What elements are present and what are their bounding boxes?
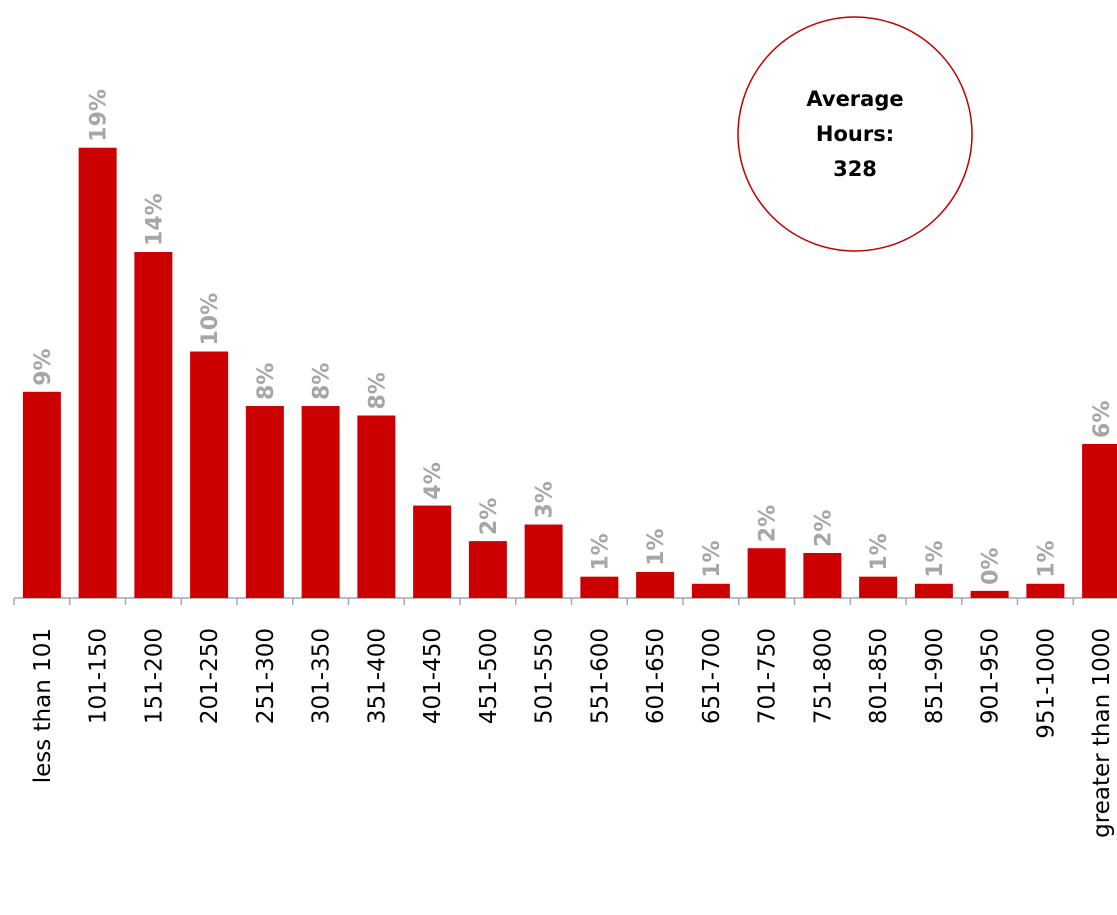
bar [970,590,1009,598]
bar [636,571,675,598]
bar [78,147,117,598]
x-tick-label: 151-200 [141,628,167,724]
bar [691,583,730,598]
x-tick-label: less than 101 [30,628,56,783]
value-label: 8% [254,363,279,400]
value-label: 0% [979,548,1004,585]
bar [524,524,563,598]
x-tick-label: 301-350 [309,628,335,724]
x-tick-label: 851-900 [922,628,948,724]
x-tick-label: 551-600 [587,628,613,724]
bar [1082,443,1117,598]
x-tick-label: 401-450 [420,628,446,724]
value-label: 1% [923,540,948,577]
value-label: 8% [365,372,390,409]
bar [747,548,786,598]
annotation-circle [737,16,973,252]
x-tick-label: 101-150 [86,628,112,724]
value-label: 2% [811,510,836,547]
value-label: 1% [644,529,669,566]
bar [859,576,898,598]
bar [357,415,396,598]
x-tick-label: 951-1000 [1033,628,1059,739]
x-tick-label: 751-800 [810,628,836,724]
bar [580,576,619,598]
value-label: 1% [700,540,725,577]
value-label: 2% [756,505,781,542]
value-label: 1% [1034,540,1059,577]
bar [1026,583,1065,598]
bar [22,391,61,598]
bar [803,552,842,598]
value-label: 2% [477,498,502,535]
value-label: 19% [87,89,112,142]
x-tick-label: 451-500 [476,628,502,724]
bar [914,583,953,598]
x-tick-label: 801-850 [866,628,892,724]
value-label: 6% [1090,401,1115,438]
annotation: Average Hours: 328 [806,87,903,181]
value-label: 1% [588,533,613,570]
x-tick-label: 901-950 [978,628,1004,724]
x-tick-label: 701-750 [755,628,781,724]
bar [245,406,284,598]
value-label: 10% [198,293,223,346]
value-label: 1% [867,533,892,570]
bar [190,351,229,598]
value-label: 3% [533,481,558,518]
x-tick-label: 251-300 [253,628,279,724]
bar [301,406,340,598]
x-tick-label: 651-700 [699,628,725,724]
x-tick-label: 201-250 [197,628,223,724]
bar [468,541,507,598]
x-tick-label: 501-550 [532,628,558,724]
x-tick-label: 351-400 [364,628,390,724]
x-tick-label: greater than 1000 [1089,628,1115,838]
bar [413,505,452,598]
bar [134,251,173,599]
value-label: 14% [142,193,167,246]
value-label: 9% [31,348,56,385]
value-label: 4% [421,462,446,499]
x-tick-label: 601-650 [643,628,669,724]
value-label: 8% [310,363,335,400]
